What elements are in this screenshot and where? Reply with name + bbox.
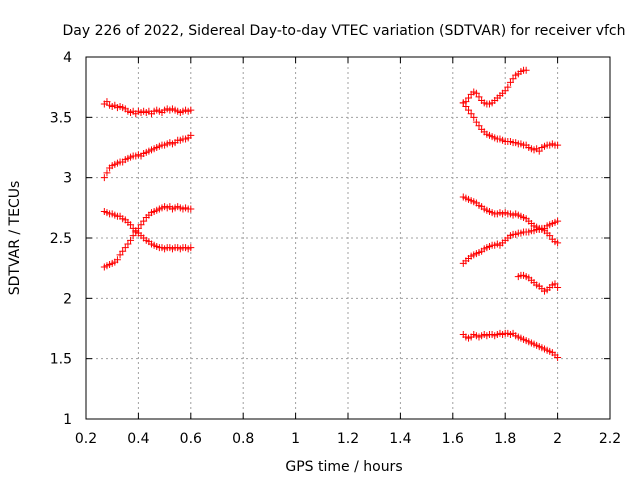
data-point [535,147,543,155]
data-point [551,280,559,288]
data-point [465,106,473,114]
chart-title: Day 226 of 2022, Sidereal Day-to-day VTE… [62,23,625,39]
x-tick-label: 0.4 [127,431,149,447]
data-point [467,110,475,118]
y-tick-label: 3.5 [50,110,72,126]
y-tick-label: 2 [63,291,72,307]
x-tick-label: 1.8 [494,431,516,447]
data-points [100,66,562,361]
data-point [472,89,480,97]
x-tick-label: 1.2 [337,431,359,447]
data-point [465,94,473,102]
data-point [187,106,195,114]
series-track-e [459,66,530,108]
data-point [462,102,470,110]
data-point [187,131,195,139]
data-point [129,232,137,240]
y-axis: 1 1.5 2 2.5 3 3.5 4 [50,50,610,428]
y-tick-label: 3 [63,171,72,187]
data-point [100,174,108,182]
x-tick-label: 0.8 [232,431,254,447]
series-track-d [100,203,195,271]
data-point [475,93,483,101]
data-point [137,221,145,229]
x-tick-label: 1 [291,431,300,447]
y-tick-label: 1 [63,412,72,428]
data-point [554,283,562,291]
data-point [116,251,124,259]
x-axis-label: GPS time / hours [285,459,402,475]
data-point [187,205,195,213]
data-point [124,240,132,248]
data-point [127,221,135,229]
data-point [113,256,121,264]
data-point [127,236,135,244]
data-point [134,224,142,232]
series-track-c [100,207,195,253]
data-point [459,99,467,107]
series-track-h [459,217,562,267]
x-tick-label: 0.2 [75,431,97,447]
data-point [509,75,517,83]
series-track-j [459,329,562,361]
x-tick-label: 1.6 [442,431,464,447]
y-tick-label: 2.5 [50,231,72,247]
x-tick-label: 0.6 [180,431,202,447]
y-axis-label: SDTVAR / TECUs [7,181,23,296]
x-axis: 0.2 0.4 0.6 0.8 1 1.2 1.4 1.6 1.8 2 2.2 [75,57,621,447]
series-track-f [459,99,562,155]
data-point [187,244,195,252]
data-point [470,113,478,121]
data-point [501,87,509,95]
data-point [119,247,127,255]
y-tick-label: 4 [63,50,72,66]
data-point [103,169,111,177]
x-tick-label: 1.4 [389,431,411,447]
data-point [554,141,562,149]
data-point [103,98,111,106]
grid [86,57,610,419]
data-point [554,239,562,247]
x-tick-label: 2 [553,431,562,447]
data-point [522,66,530,74]
data-point [546,232,554,240]
y-tick-label: 1.5 [50,352,72,368]
data-point [140,217,148,225]
series-track-b [100,131,195,182]
data-point [554,353,562,361]
data-point [472,118,480,126]
data-point [554,217,562,225]
series-track-a [100,98,195,118]
data-point [121,244,129,252]
x-tick-label: 2.2 [599,431,621,447]
data-point [475,122,483,130]
data-point [504,83,512,91]
series-track-i [514,271,562,295]
data-point [132,228,140,236]
data-point [506,78,514,86]
